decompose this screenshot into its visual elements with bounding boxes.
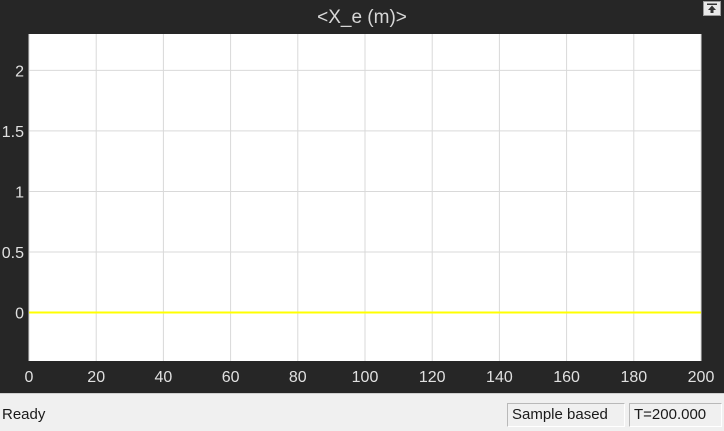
y-tick-label: 2 <box>15 63 24 80</box>
sample-mode-indicator: Sample based <box>507 403 625 427</box>
y-tick-label: 1 <box>15 184 24 201</box>
x-tick-label: 0 <box>25 369 34 386</box>
status-text: Ready <box>2 406 46 423</box>
x-tick-label: 160 <box>553 369 580 386</box>
y-tick-label: 0 <box>15 306 24 323</box>
status-bar: Ready Sample based T=200.000 <box>0 393 724 431</box>
x-tick-label: 120 <box>419 369 446 386</box>
x-tick-label: 40 <box>155 369 173 386</box>
undock-button[interactable] <box>703 1 721 16</box>
y-tick-label: 1.5 <box>2 124 24 141</box>
x-tick-label: 60 <box>222 369 240 386</box>
scope-display: <X_e (m)> 0 20 40 60 80 100 120 140 160 180 200 0 0.… <box>0 0 724 393</box>
plot-canvas[interactable]: 0 20 40 60 80 100 120 140 160 180 200 0 0.5 1 1.5 2 <box>0 0 724 393</box>
scope-title: <X_e (m)> <box>317 7 407 28</box>
undock-icon <box>707 3 717 13</box>
y-tick-label: 0.5 <box>2 245 24 262</box>
x-tick-label: 80 <box>289 369 307 386</box>
x-tick-label: 100 <box>352 369 379 386</box>
simulation-time-readout: T=200.000 <box>629 403 722 427</box>
x-tick-label: 180 <box>620 369 647 386</box>
x-tick-label: 140 <box>486 369 513 386</box>
x-tick-label: 20 <box>87 369 105 386</box>
x-tick-label: 200 <box>688 369 715 386</box>
